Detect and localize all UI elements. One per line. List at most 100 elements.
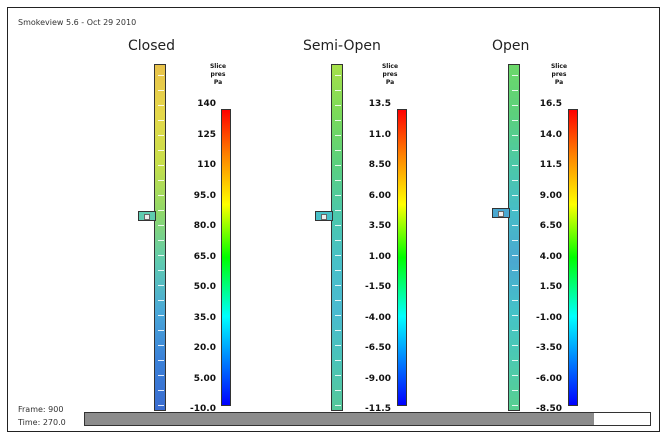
smokeview-window: Smokeview 5.6 - Oct 29 2010 Closed Slice… [7,7,660,432]
column-grid-mark [335,90,341,91]
column-grid-mark [335,165,341,166]
colorbar-tick-label: 110 [197,160,216,170]
column-grid-mark [512,90,518,91]
time-slider-fill [85,413,594,425]
colorbar-tick-label: -1.50 [365,282,391,292]
colorbar-tick-label: -8.50 [536,404,562,414]
column-grid-mark [512,345,518,346]
column-grid-mark [158,300,164,301]
slice-label: Slice pres Pa [370,63,410,87]
column-grid-mark [158,270,164,271]
slice-label-line: pres [382,71,398,78]
column-grid-mark [512,210,518,211]
column-grid-mark [512,255,518,256]
column-grid-mark [158,120,164,121]
column-grid-mark [335,405,341,406]
column-grid-mark [335,345,341,346]
colorbar-tick-label: 50.0 [193,282,216,292]
colorbar-tick-label: -11.5 [365,404,391,414]
slice-label: Slice pres Pa [198,63,238,87]
vent-opening [492,208,510,218]
column-grid-mark [335,75,341,76]
app-title: Smokeview 5.6 - Oct 29 2010 [18,18,137,27]
column-grid-mark [158,135,164,136]
colorbar-tick-label: 5.00 [193,373,216,384]
column-grid-mark [335,120,341,121]
column-grid-mark [158,315,164,316]
column-grid-mark [158,150,164,151]
panel-title: Closed [128,38,176,54]
colorbar [397,109,407,406]
colorbar-tick-label: 20.0 [193,343,216,353]
slice-label-line: Slice [381,63,399,70]
column-grid-mark [335,240,341,241]
panel-semi-open: Semi-Open Slice pres Pa 13.5 11.0 8.50 6.00… [8,8,407,414]
vent-opening [138,211,156,221]
column-grid-mark [512,135,518,136]
colorbar-tick-label: -6.50 [365,343,391,353]
colorbar-tick-label: 8.50 [368,160,391,170]
colorbar-tick-label: 11.0 [368,129,391,140]
frame-readout: Frame: 900 [18,405,64,414]
colorbar [568,109,578,406]
slice-label-line: pres [210,71,226,78]
colorbar-tick-label: 65.0 [193,251,216,262]
column-grid-mark [512,390,518,391]
column-grid-mark [512,360,518,361]
column-grid-mark [335,225,341,226]
colorbar-ticks: 16.5 14.0 11.5 9.00 6.50 4.00 1.50 -1.00 -3.50 -6… [514,99,562,414]
colorbar-tick-label: -4.00 [365,312,391,323]
colorbar-ticks: 13.5 11.0 8.50 6.00 3.50 1.00 -1.50 -4.00 -6.50 -… [343,99,391,414]
column-grid-mark [512,195,518,196]
column-grid-mark [158,210,164,211]
slice-label-line: Pa [385,79,395,86]
column-grid-mark [512,300,518,301]
colorbar-tick-label: 1.50 [539,282,562,292]
colorbar-tick-label: 1.00 [368,251,391,262]
column-grid-mark [335,375,341,376]
column-grid-mark [512,225,518,226]
column-grid-mark [158,285,164,286]
panel-title: Open [492,38,530,54]
colorbar-tick-label: 3.50 [368,221,391,231]
colorbar-tick-label: 140 [197,99,216,109]
column-grid-mark [512,405,518,406]
column-grid-mark [512,165,518,166]
column-grid-mark [335,150,341,151]
column-grid-mark [512,150,518,151]
slice-label-line: Slice [550,63,568,70]
column-grid-mark [335,390,341,391]
slice-label-line: Pa [213,79,223,86]
colorbar-tick-label: -10.0 [190,404,216,414]
colorbar-tick-label: 80.0 [193,221,216,231]
colorbar-tick-label: 13.5 [368,99,391,109]
panel-open: Open Slice pres Pa 16.5 14.0 11.5 9.00 6.50 4… [8,8,578,414]
column-grid-mark [512,315,518,316]
colorbar-tick-label: -6.00 [536,373,562,384]
colorbar-tick-label: 6.50 [539,221,562,231]
colorbar-tick-label: -9.00 [365,373,391,384]
column-grid-mark [335,285,341,286]
vent-marker [321,214,327,220]
column-grid-mark [335,180,341,181]
slice-label-line: pres [551,71,567,78]
column-grid-mark [335,255,341,256]
column-grid-mark [158,255,164,256]
column-grid-mark [158,75,164,76]
colorbar-ticks: 140 125 110 95.0 80.0 65.0 50.0 35.0 20.0 5.00 -10… [168,99,216,414]
column-grid-mark [335,270,341,271]
colorbar-tick-label: 9.00 [539,190,562,201]
time-readout: Time: 270.0 [18,418,66,427]
column-grid-mark [512,180,518,181]
column-grid-mark [512,330,518,331]
column-grid-mark [158,240,164,241]
column-grid-mark [335,315,341,316]
column-grid-mark [512,285,518,286]
column-grid-mark [512,105,518,106]
colorbar-tick-label: 35.0 [193,312,216,323]
colorbar-tick-label: 6.00 [368,190,391,201]
column-grid-mark [335,135,341,136]
column-grid-mark [158,360,164,361]
time-slider[interactable] [84,412,651,426]
column-grid-mark [512,375,518,376]
